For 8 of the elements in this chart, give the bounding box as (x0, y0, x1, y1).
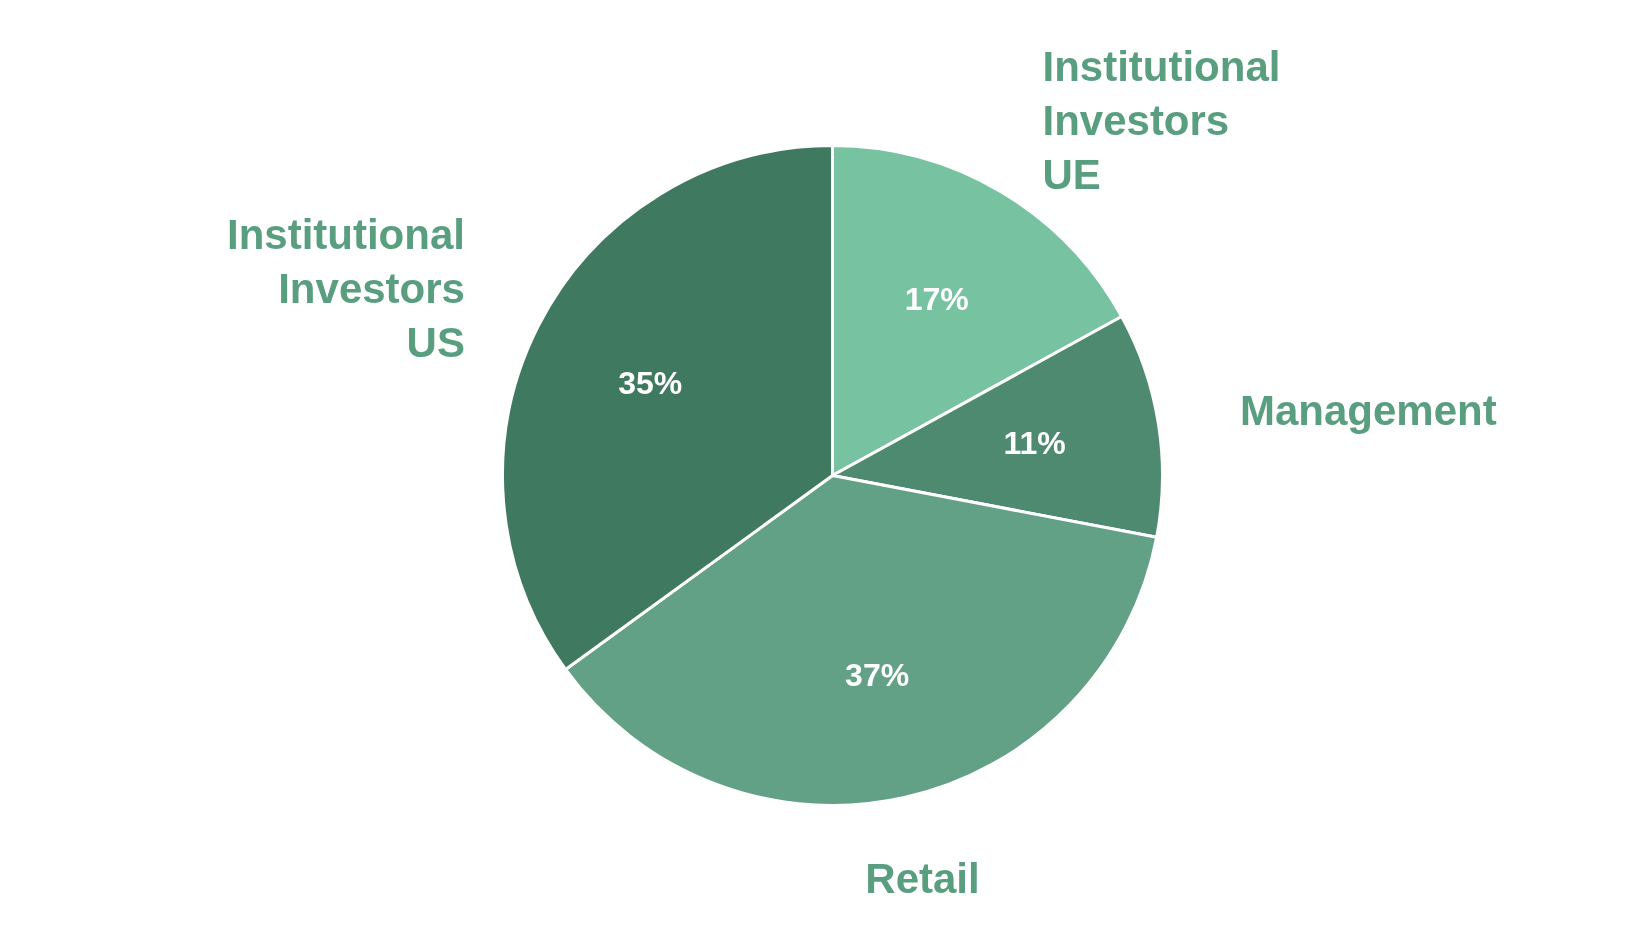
data-label: 35% (618, 364, 683, 401)
slice-label: Management (1239, 387, 1497, 435)
data-label: 11% (1003, 425, 1066, 462)
data-label: 37% (845, 657, 910, 694)
slice-label: Retail (865, 854, 980, 902)
slice-label: Institutional Investors UE (1042, 42, 1281, 198)
slice-label: Institutional Investors US (226, 210, 465, 366)
data-label: 17% (904, 281, 969, 318)
